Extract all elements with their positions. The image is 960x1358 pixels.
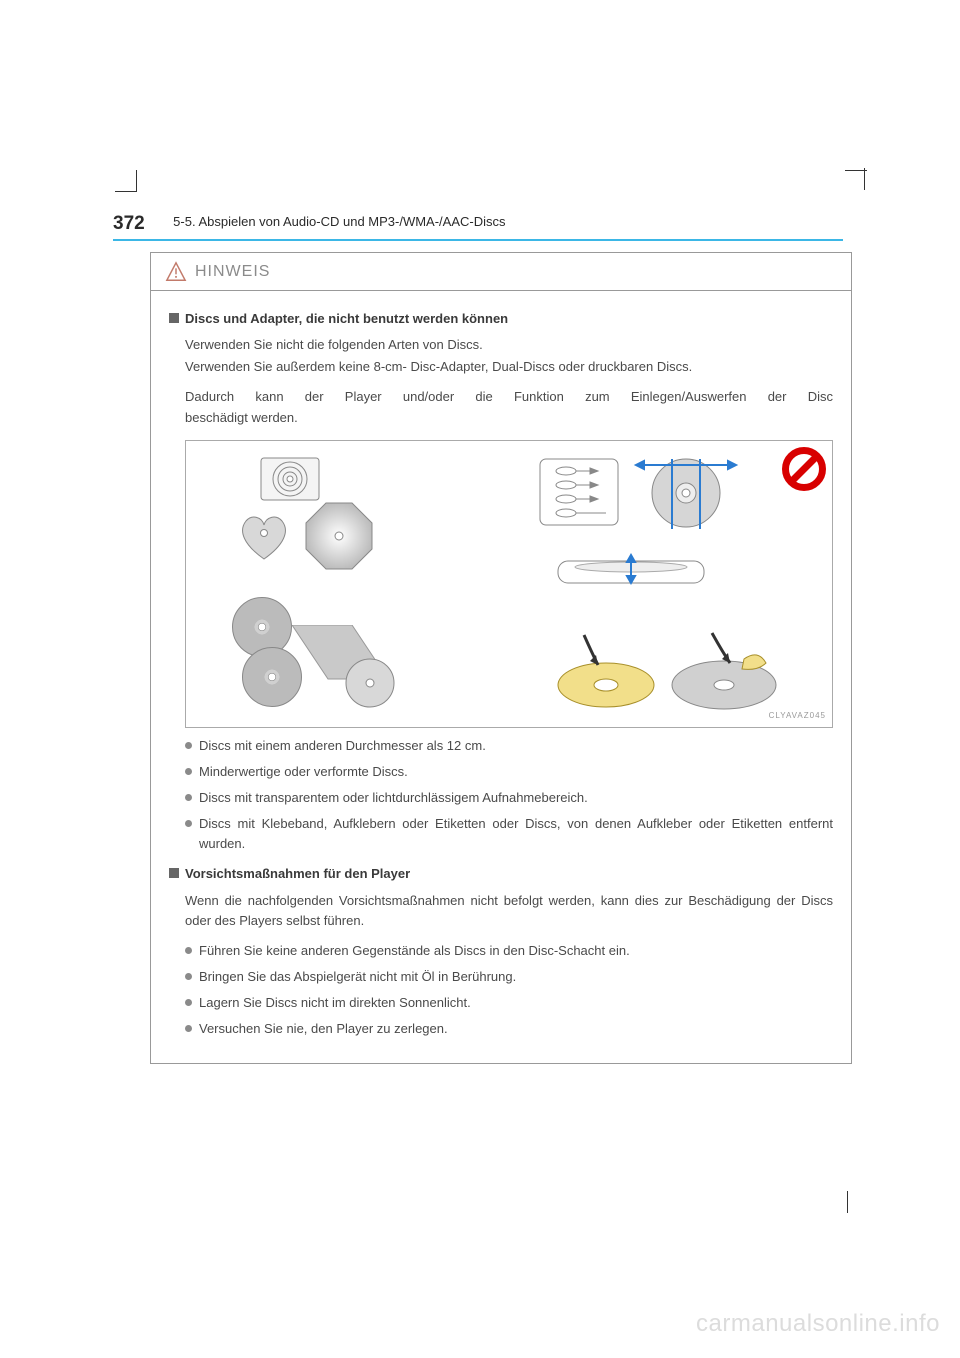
dot-bullet-icon	[185, 1025, 192, 1032]
list-item: Lagern Sie Discs nicht im direkten Sonne…	[185, 993, 833, 1013]
section-header: 5-5. Abspielen von Audio-CD und MP3-/WMA…	[173, 214, 505, 229]
dot-bullet-icon	[185, 768, 192, 775]
dot-bullet-icon	[185, 820, 192, 827]
crop-mark-top-left	[115, 170, 137, 192]
warning-triangle-icon	[165, 261, 187, 283]
list-item-text: Discs mit einem anderen Durchmesser als …	[199, 736, 833, 756]
list-item: Führen Sie keine anderen Gegenstände als…	[185, 941, 833, 961]
multi-disc-feeder-icon	[536, 455, 786, 553]
list-item: Versuchen Sie nie, den Player zu zerlege…	[185, 1019, 833, 1039]
heart-disc-icon	[236, 511, 292, 563]
page-header: 372 5-5. Abspielen von Audio-CD und MP3-…	[113, 213, 843, 241]
notice-box-body: Discs und Adapter, die nicht benutzt wer…	[151, 291, 851, 1063]
dot-bullet-icon	[185, 973, 192, 980]
section-heading-2: Vorsichtsmaßnahmen für den Player	[169, 864, 833, 884]
document-page: 372 5-5. Abspielen von Audio-CD und MP3-…	[0, 0, 960, 1358]
square-bullet-icon	[169, 313, 179, 323]
list-item: Bringen Sie das Abspielgerät nicht mit Ö…	[185, 967, 833, 987]
section2-p1: Wenn die nachfolgenden Vorsichtsmaßnahme…	[185, 891, 833, 931]
crop-mark-top-right	[843, 170, 865, 192]
watermark-text: carmanualsonline.info	[696, 1310, 940, 1338]
square-bullet-icon	[169, 868, 179, 878]
notice-box-title: HINWEIS	[195, 263, 270, 281]
disc-in-case-icon	[260, 457, 320, 501]
section1-p2: Verwenden Sie außerdem keine 8-cm- Disc-…	[185, 357, 833, 377]
section1-p3-line2: beschädigt werden.	[185, 408, 833, 428]
dot-bullet-icon	[185, 742, 192, 749]
dot-bullet-icon	[185, 794, 192, 801]
slot-loader-icon	[556, 553, 706, 591]
list-item-text: Versuchen Sie nie, den Player zu zerlege…	[199, 1019, 833, 1039]
notice-box-title-bar: HINWEIS	[151, 253, 851, 291]
label-press-icon	[536, 629, 796, 715]
section-heading-1: Discs und Adapter, die nicht benutzt wer…	[169, 309, 833, 329]
illustration-code: CLYAVAZ045	[769, 710, 826, 722]
crop-mark-bottom-right	[847, 1191, 865, 1213]
dot-bullet-icon	[185, 947, 192, 954]
section-heading-1-text: Discs und Adapter, die nicht benutzt wer…	[185, 309, 508, 329]
list-item: Minderwertige oder verformte Discs.	[185, 762, 833, 782]
dot-bullet-icon	[185, 999, 192, 1006]
section1-p3-line1: Dadurch kann der Player und/oder die Fun…	[185, 387, 833, 407]
list-item-text: Bringen Sie das Abspielgerät nicht mit Ö…	[199, 967, 833, 987]
illustration-frame: CLYAVAZ045	[185, 440, 833, 728]
list-item-text: Führen Sie keine anderen Gegenstände als…	[199, 941, 833, 961]
page-number: 372	[113, 213, 145, 235]
list-item: Discs mit einem anderen Durchmesser als …	[185, 736, 833, 756]
list-item-text: Discs mit Klebeband, Aufklebern oder Eti…	[199, 814, 833, 854]
octagon-disc-icon	[302, 499, 376, 573]
list-item-text: Discs mit transparentem oder lichtdurchl…	[199, 788, 833, 808]
notice-box: HINWEIS Discs und Adapter, die nicht ben…	[150, 252, 852, 1064]
disc-with-tape-icon	[292, 625, 402, 715]
section1-p1: Verwenden Sie nicht die folgenden Arten …	[185, 335, 833, 355]
list-item: Discs mit transparentem oder lichtdurchl…	[185, 788, 833, 808]
section-heading-2-text: Vorsichtsmaßnahmen für den Player	[185, 864, 410, 884]
list-item-text: Minderwertige oder verformte Discs.	[199, 762, 833, 782]
list-item: Discs mit Klebeband, Aufklebern oder Eti…	[185, 814, 833, 854]
list-item-text: Lagern Sie Discs nicht im direkten Sonne…	[199, 993, 833, 1013]
prohibit-icon	[782, 447, 826, 491]
